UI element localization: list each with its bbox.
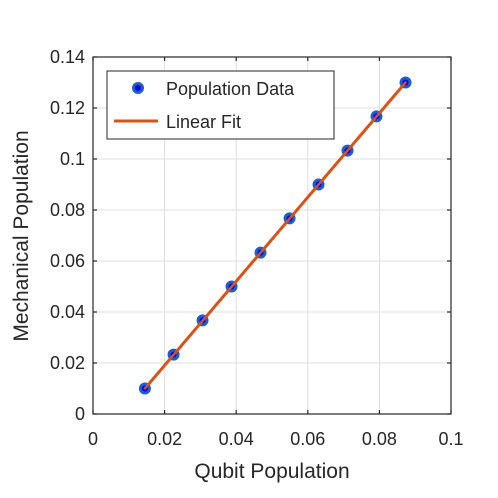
y-tick-label: 0.04: [50, 302, 85, 322]
x-tick-label: 0.1: [438, 429, 463, 449]
x-tick-label: 0.02: [147, 429, 182, 449]
x-axis-title: Qubit Population: [194, 460, 349, 483]
series-layer: [138, 76, 412, 395]
x-tick-label: 0.08: [362, 429, 397, 449]
plot-area-frame: [92, 56, 452, 415]
legend-label-linear-fit: Linear Fit: [166, 112, 241, 132]
y-tick-label: 0: [75, 404, 85, 424]
legend-marker-population-data: [132, 82, 144, 94]
y-tick-label: 0.14: [50, 47, 85, 67]
legend-box: [106, 70, 335, 140]
x-tick-label: 0.04: [219, 429, 254, 449]
legend: Population Data Linear Fit: [106, 70, 335, 140]
y-tick-label: 0.08: [50, 200, 85, 220]
y-axis-title: Mechanical Population: [10, 130, 33, 341]
y-tick-label: 0.02: [50, 353, 85, 373]
y-tick-label: 0.06: [50, 251, 85, 271]
ticks: [92, 56, 452, 415]
x-tick-label: 0: [88, 429, 98, 449]
tick-labels: 0 0.02 0.04 0.06 0.08 0.1 0 0.02 0.04 0.06 0.08 0.1…: [50, 47, 464, 449]
legend-label-population-data: Population Data: [166, 79, 295, 99]
linear-fit-line-overlay: [143, 81, 407, 390]
y-tick-label: 0.12: [50, 98, 85, 118]
x-tick-label: 0.06: [290, 429, 325, 449]
y-tick-label: 0.1: [60, 149, 85, 169]
